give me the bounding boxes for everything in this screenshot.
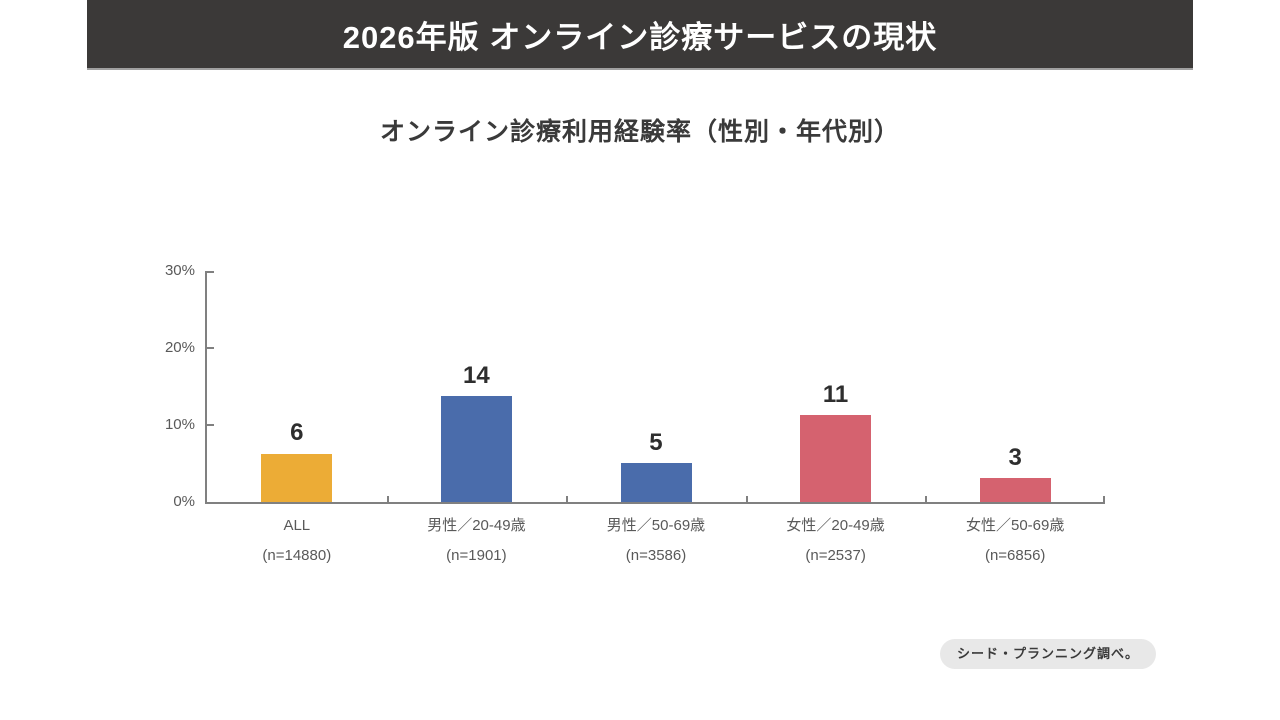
y-tick-label: 20% [164, 339, 195, 356]
y-tick-label: 30% [164, 262, 195, 279]
header-bar: 2026年版 オンライン診療サービスの現状 [87, 0, 1193, 70]
bar-value-label: 6 [290, 419, 304, 447]
sample-size-label: (n=2537) [805, 547, 866, 564]
category-label: 男性／20-49歳 [427, 517, 526, 534]
bar-5 [979, 478, 1051, 502]
x-tick-mark [566, 496, 569, 502]
category-label: 女性／20-49歳 [786, 517, 885, 534]
chart-title: オンライン診療利用経験率（性別・年代別） [379, 118, 900, 146]
sample-size-label: (n=1901) [446, 547, 507, 564]
bar-3 [620, 462, 692, 502]
x-tick-mark [386, 496, 389, 502]
x-tick-mark [745, 496, 748, 502]
x-tick-mark [925, 496, 928, 502]
source-note-label: シード・プランニング調べ。 [957, 646, 1140, 661]
category-label: 女性／50-69歳 [966, 517, 1065, 534]
x-tick-mark [1103, 496, 1105, 502]
y-tick-mark [207, 424, 214, 426]
category-label: 男性／50-69歳 [606, 517, 706, 534]
bar-1 [261, 453, 333, 502]
sample-size-label: (n=14880) [262, 547, 332, 564]
bar-value-label: 3 [1008, 444, 1022, 472]
source-note-badge: シード・プランニング調べ。 [940, 639, 1157, 669]
sample-size-label: (n=3586) [625, 547, 687, 564]
bar-2 [440, 395, 512, 502]
y-tick-label: 10% [164, 416, 195, 433]
page-title: 2026年版 オンライン診療サービスの現状 [342, 19, 938, 55]
sample-size-label: (n=6856) [984, 547, 1046, 564]
bar-value-label: 5 [649, 428, 663, 456]
bar-chart-plot-area: 0% 10% 20% 30% 6 ALL (n=14880) 14 男性／20-49歳 (n=19… [165, 262, 1105, 564]
bar-value-label: 14 [463, 361, 490, 389]
y-tick-mark [207, 271, 214, 273]
category-label: ALL [283, 517, 311, 534]
bar-value-label: 11 [822, 380, 849, 408]
y-tick-mark [207, 347, 214, 349]
y-tick-label: 0% [173, 493, 195, 510]
bar-4 [800, 415, 872, 502]
